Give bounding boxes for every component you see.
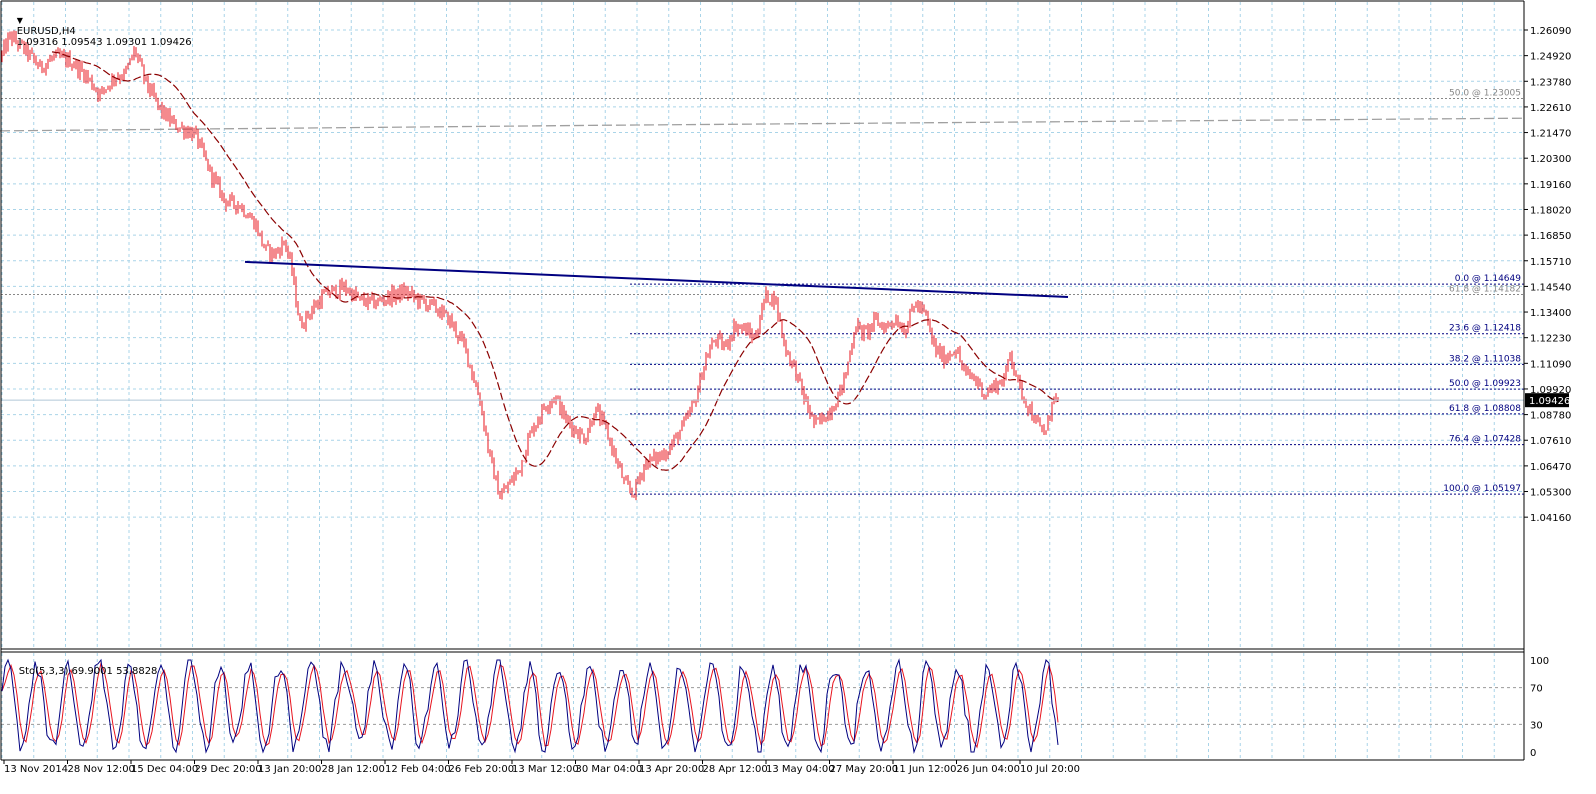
time-tick-label: 13 Mar 12:00	[512, 764, 579, 775]
chart-header: ▼ EURUSD,H4 1.09316 1.09543 1.09301 1.09…	[4, 4, 192, 59]
time-tick-label: 26 Jun 04:00	[957, 764, 1021, 775]
current-price-label: 1.09426	[1529, 396, 1570, 407]
stochastic-tick-label: 70	[1530, 684, 1543, 695]
dropdown-triangle-icon[interactable]: ▼	[16, 16, 23, 25]
price-tick-label: 1.05300	[1530, 488, 1571, 499]
fibonacci-level-label: 61.8 @ 1.14182	[1449, 285, 1521, 295]
time-tick-label: 15 Dec 04:00	[131, 764, 198, 775]
price-tick-label: 1.11090	[1530, 359, 1571, 370]
time-tick-label: 13 Nov 2014	[4, 764, 68, 775]
price-tick-label: 1.19160	[1530, 180, 1571, 191]
price-tick-label: 1.15710	[1530, 257, 1571, 268]
symbol-label: EURUSD,H4	[16, 26, 76, 37]
stochastic-label: Sto(5,3,3) 69.9001 53.8828	[18, 666, 158, 677]
price-tick-label: 1.23780	[1530, 77, 1571, 88]
price-tick-label: 1.26090	[1530, 26, 1571, 37]
axes: 1.26090 1.24920 1.23780 1.22610 1.21470 1.203…	[3, 26, 1571, 775]
price-tick-label: 1.12230	[1530, 334, 1571, 345]
stochastic-main-line	[1, 658, 1059, 754]
price-tick-label: 1.18020	[1530, 205, 1571, 216]
stochastic-tick-label: 0	[1530, 748, 1536, 759]
price-tick-label: 1.14540	[1530, 282, 1571, 293]
time-tick-label: 11 Jun 12:00	[893, 764, 957, 775]
price-tick-label: 1.24920	[1530, 52, 1571, 63]
moving-average-fast	[51, 51, 1059, 471]
grid	[1, 2, 1524, 759]
price-tick-label: 1.20300	[1530, 154, 1571, 165]
price-series	[0, 30, 1526, 501]
current-price-box	[1525, 393, 1569, 408]
fibonacci-level-label: 23.6 @ 1.12418	[1449, 324, 1521, 334]
price-tick-label: 1.06470	[1530, 462, 1571, 473]
time-tick-label: 28 Jan 12:00	[322, 764, 385, 775]
time-tick-label: 13 Apr 20:00	[639, 764, 704, 775]
stochastic-header: Sto(5,3,3) 69.9001 53.8828	[6, 655, 158, 688]
fibonacci-level-label: 50.0 @ 1.09923	[1449, 379, 1521, 389]
fibonacci-level-label: 61.8 @ 1.08808	[1449, 404, 1521, 414]
price-tick-label: 1.21470	[1530, 129, 1571, 140]
time-tick-label: 28 Apr 12:00	[703, 764, 768, 775]
time-tick-label: 29 Dec 20:00	[195, 764, 262, 775]
moving-average-slow	[0, 117, 1526, 132]
fibonacci-level-label: 76.4 @ 1.07428	[1449, 435, 1521, 445]
time-tick-label: 10 Jul 20:00	[1020, 764, 1080, 775]
stochastic-tick-label: 100	[1530, 656, 1549, 667]
time-tick-label: 13 May 04:00	[766, 764, 835, 775]
price-tick-label: 1.07610	[1530, 436, 1571, 447]
time-tick-label: 30 Mar 04:00	[576, 764, 643, 775]
trendline	[244, 260, 1069, 299]
price-tick-label: 1.13400	[1530, 308, 1571, 319]
price-tick-label: 1.16850	[1530, 231, 1571, 242]
time-tick-label: 13 Jan 20:00	[258, 764, 321, 775]
price-tick-label: 1.04160	[1530, 513, 1571, 524]
ohlc-readout: 1.09316 1.09543 1.09301 1.09426	[16, 37, 192, 48]
stochastic-series	[1, 658, 1059, 754]
time-tick-label: 26 Feb 20:00	[449, 764, 515, 775]
fibonacci-level-label: 0.0 @ 1.14649	[1455, 274, 1522, 284]
time-tick-label: 27 May 20:00	[830, 764, 899, 775]
price-tick-label: 1.09920	[1530, 385, 1571, 396]
fibonacci-level-label: 100.0 @ 1.05197	[1443, 484, 1521, 494]
fibonacci-level-label: 38.2 @ 1.11038	[1449, 354, 1521, 364]
price-tick-label: 1.22610	[1530, 103, 1571, 114]
time-tick-label: 12 Feb 04:00	[385, 764, 451, 775]
price-tick-label: 1.08780	[1530, 411, 1571, 422]
stochastic-tick-label: 30	[1530, 720, 1543, 731]
time-tick-label: 28 Nov 12:00	[68, 764, 135, 775]
fibonacci-level-label: 50.0 @ 1.23005	[1449, 89, 1521, 99]
